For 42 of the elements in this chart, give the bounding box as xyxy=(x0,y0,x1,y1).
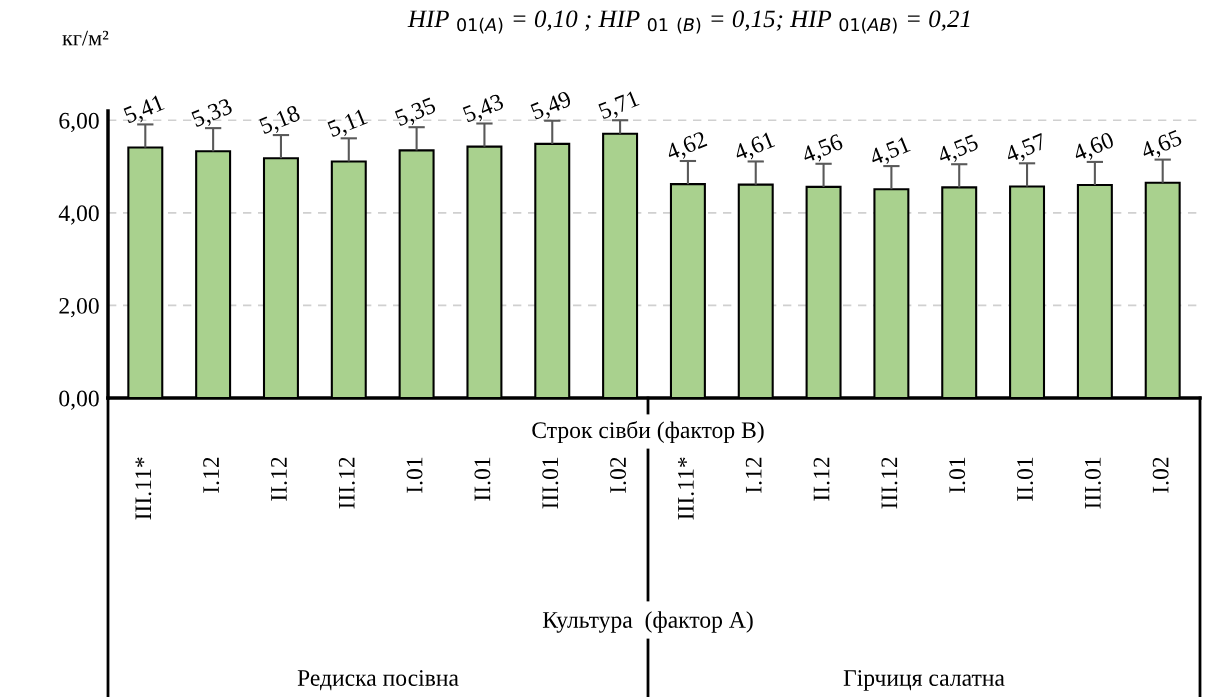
x-tick-label: I.12 xyxy=(745,457,762,493)
x-tick-label: II.12 xyxy=(271,457,287,501)
x-tick-label: III.12 xyxy=(881,457,898,509)
data-label: 5,41 xyxy=(123,94,167,127)
data-label: 4,65 xyxy=(1139,129,1184,163)
data-label: 5,35 xyxy=(394,96,438,130)
x-tick-label: I.02 xyxy=(610,457,627,493)
data-label: 5,11 xyxy=(326,108,370,141)
x-tick-label: II.12 xyxy=(813,457,830,501)
x-tick-label: I.02 xyxy=(1152,457,1169,493)
x-tick-label: II.01 xyxy=(1017,457,1034,501)
data-label: 4,55 xyxy=(936,134,981,167)
data-label: 5,33 xyxy=(190,97,235,131)
chart-title: НІР $_{01(A)}$ = 0,10 ; НІР $_{01 (B)}$ = 0,15; НІР $_{01(AB)}$ = 0,21 xyxy=(407,10,970,34)
y-tick-label: 2,00 xyxy=(59,297,99,318)
data-label: 5,49 xyxy=(530,90,574,123)
data-label: 4,62 xyxy=(664,130,709,164)
data-label: 5,43 xyxy=(462,93,506,126)
x-tick-label: III.11* xyxy=(135,457,152,520)
x-tick-label: II.01 xyxy=(474,457,491,501)
text: Строк сівби (фактор В) xyxy=(532,421,764,443)
text: Гірчиця салатна xyxy=(843,670,1005,691)
y-tick-label: 6,00 xyxy=(59,112,99,133)
text: Редиска посівна xyxy=(297,670,459,691)
x-tick-label: I.01 xyxy=(406,457,423,493)
data-label: 5,71 xyxy=(597,90,641,123)
x-tick-label: I.01 xyxy=(949,457,966,493)
data-label: 4,56 xyxy=(800,133,845,167)
data-label: 4,61 xyxy=(732,131,777,165)
text: Культура (фактор А) xyxy=(542,611,753,633)
y-tick-label: 0,00 xyxy=(59,390,99,410)
x-tick-label: III.11* xyxy=(678,457,694,520)
x-tick-label: III.01 xyxy=(1084,457,1101,509)
y-axis-title: кг/м² xyxy=(62,30,109,46)
data-label: 4,51 xyxy=(868,136,913,169)
x-tick-label: I.12 xyxy=(203,457,220,493)
y-tick-label: 4,00 xyxy=(58,205,99,225)
data-label: 4,60 xyxy=(1071,131,1117,165)
x-tick-label: III.12 xyxy=(338,457,355,509)
data-label: 5,18 xyxy=(258,104,303,138)
data-label: 4,57 xyxy=(1004,133,1049,166)
x-tick-label: III.01 xyxy=(542,457,559,509)
